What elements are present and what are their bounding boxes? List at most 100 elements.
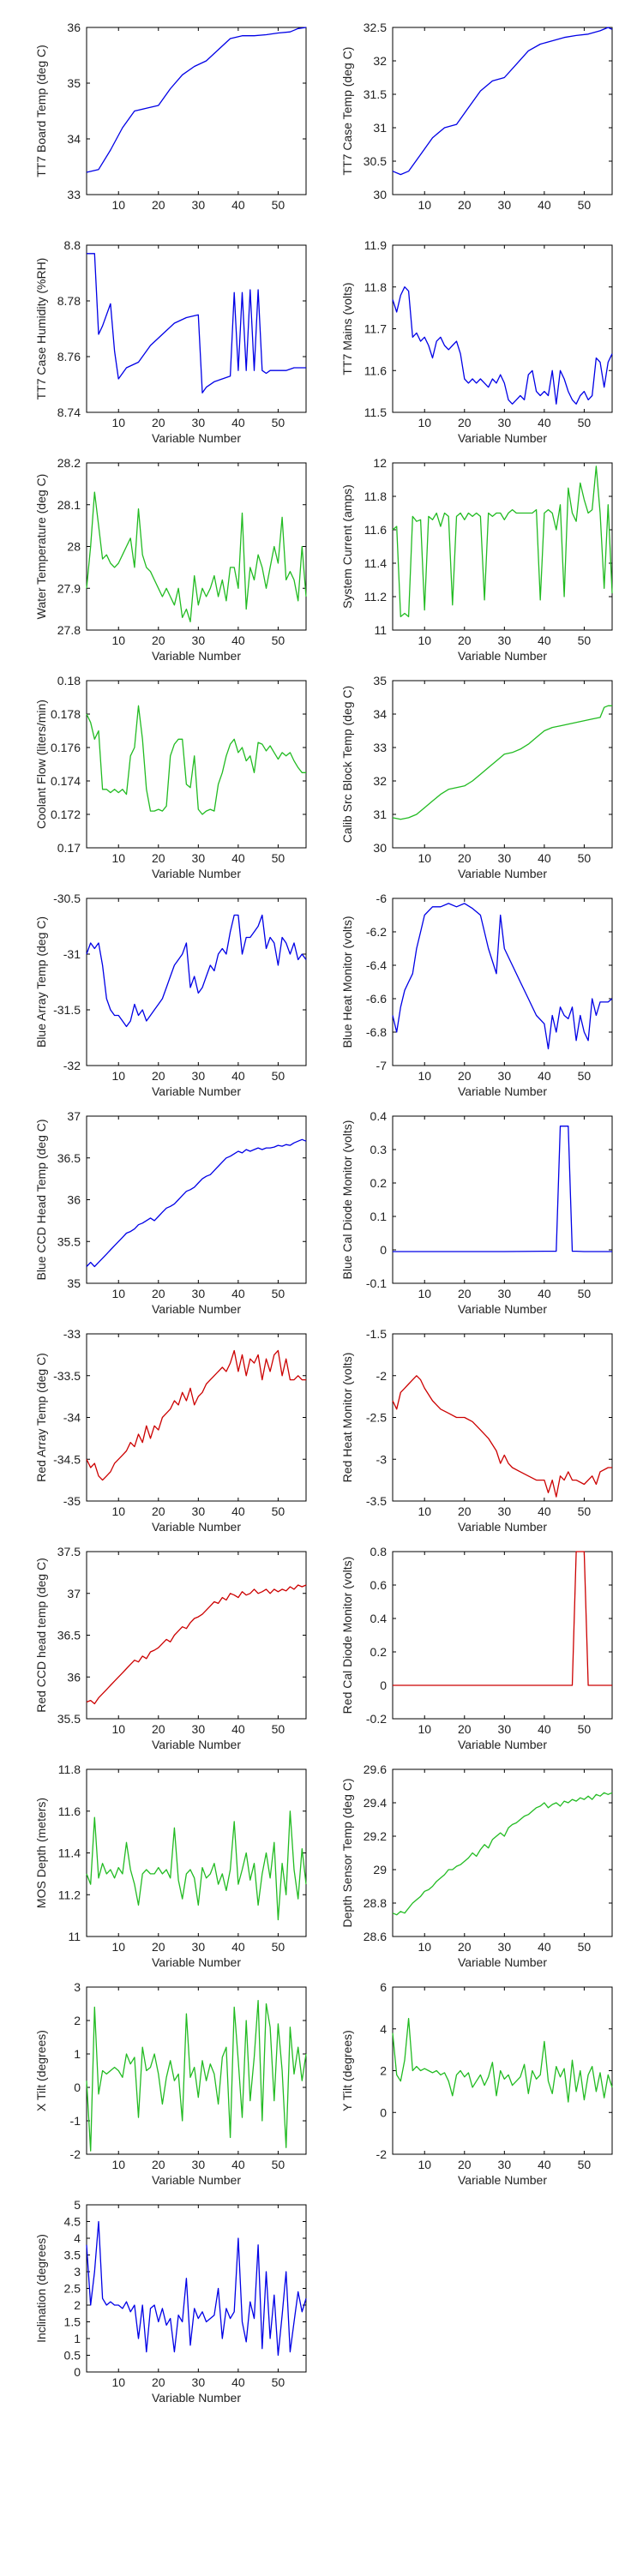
y-tick-label: 11.6	[364, 523, 387, 537]
series-line	[392, 1792, 613, 1916]
x-tick-label: 40	[231, 416, 245, 429]
plot-frame	[86, 244, 307, 413]
x-tick-label: 10	[418, 633, 431, 647]
y-tick-label: 1.5	[64, 2315, 81, 2329]
y-tick-label: 36	[67, 21, 81, 34]
x-axis-label: Variable Number	[458, 2173, 547, 2187]
x-tick-label: 30	[498, 198, 512, 212]
y-tick-label: 0	[380, 2105, 387, 2119]
y-axis-label: MOS Depth (meters)	[34, 1798, 48, 1908]
y-axis-label: TT7 Case Temp (deg C)	[340, 47, 354, 176]
y-tick-label: 34	[67, 132, 81, 146]
x-tick-label: 10	[418, 1940, 431, 1954]
chart-16: 10 20 30 40 50 -0.2 0 0.2 0.4 0.6 0.8 Red Cal Diode…	[340, 1545, 613, 1751]
y-tick-label: -3.5	[366, 1494, 387, 1508]
series-line	[392, 903, 613, 1050]
y-tick-label: 32	[373, 774, 387, 788]
x-tick-label: 10	[418, 851, 431, 865]
y-tick-label: 0.176	[51, 741, 81, 754]
x-tick-label: 30	[192, 633, 206, 647]
x-tick-label: 40	[231, 2158, 245, 2171]
x-tick-label: 30	[192, 851, 206, 865]
y-tick-label: -2	[376, 1369, 388, 1383]
chart-3: 10 20 30 40 50 8.74 8.76 8.78 8.8 TT7 Case Humidi…	[34, 238, 307, 445]
y-tick-label: -1.5	[366, 1327, 387, 1341]
plot-frame	[86, 1986, 307, 2155]
x-tick-label: 10	[418, 198, 431, 212]
x-tick-label: 20	[458, 2158, 472, 2171]
x-tick-label: 20	[458, 1504, 472, 1518]
x-tick-label: 30	[192, 2158, 206, 2171]
y-axis-label: Red CCD head temp (deg C)	[34, 1558, 48, 1713]
y-tick-label: 11.8	[364, 489, 387, 503]
x-tick-label: 10	[111, 1722, 125, 1736]
y-tick-label: -2	[70, 2147, 81, 2161]
x-axis-label: Variable Number	[152, 1084, 241, 1098]
y-tick-label: 0.2	[370, 1645, 388, 1659]
y-tick-label: 32	[373, 54, 387, 68]
x-tick-label: 20	[458, 416, 472, 429]
x-axis-label: Variable Number	[152, 867, 241, 880]
y-tick-label: 11.2	[364, 590, 387, 603]
x-tick-label: 10	[111, 1287, 125, 1300]
y-tick-label: 0	[380, 1243, 387, 1257]
chart-7: 10 20 30 40 50 0.17 0.172 0.174 0.176 0.178 0.18 Co…	[34, 674, 307, 880]
x-tick-label: 30	[498, 633, 512, 647]
y-tick-label: 0.1	[370, 1210, 388, 1223]
y-tick-label: 12	[373, 456, 387, 470]
y-axis-label: System Current (amps)	[340, 484, 354, 609]
x-tick-label: 30	[192, 416, 206, 429]
x-axis-label: Variable Number	[458, 1520, 547, 1534]
x-axis-label: Variable Number	[458, 649, 547, 663]
x-tick-label: 50	[578, 1940, 592, 1954]
y-tick-label: 11.7	[364, 322, 387, 336]
x-tick-label: 50	[578, 1069, 592, 1083]
x-tick-label: 40	[538, 1069, 551, 1083]
chart-11: 10 20 30 40 50 35 35.5 36 36.5 37 Blue CCD Head Te…	[34, 1109, 307, 1316]
chart-10: 10 20 30 40 50 -7 -6.8 -6.6 -6.4 -6.2 -6 Blue Heat …	[340, 892, 613, 1098]
y-tick-label: 11.6	[58, 1804, 81, 1818]
y-tick-label: 36	[67, 1670, 81, 1684]
x-tick-label: 10	[111, 1940, 125, 1954]
x-axis-label: Variable Number	[152, 431, 241, 445]
y-tick-label: -34	[63, 1411, 81, 1425]
x-tick-label: 50	[578, 198, 592, 212]
chart-21: 10 20 30 40 50 0 0.5 1 1.5 2 2.5 3 3.5 4 4.5 5 Inclinati…	[34, 2198, 307, 2405]
y-tick-label: -2.5	[366, 1411, 387, 1425]
y-axis-label: Red Heat Monitor (volts)	[340, 1353, 354, 1483]
y-tick-label: 4	[380, 2022, 387, 2036]
x-tick-label: 50	[272, 1722, 285, 1736]
y-axis-label: Depth Sensor Temp (deg C)	[340, 1778, 354, 1927]
chart-18: 10 20 30 40 50 28.6 28.8 29 29.2 29.4 29.6 Depth Se…	[340, 1762, 613, 1969]
x-tick-label: 30	[192, 2375, 206, 2389]
plot-frame	[392, 462, 613, 631]
y-tick-label: 37	[67, 1109, 81, 1123]
x-tick-label: 30	[498, 416, 512, 429]
y-tick-label: 0	[380, 1678, 387, 1692]
plot-frame	[86, 1115, 307, 1284]
y-axis-label: TT7 Case Humidity (%RH)	[34, 258, 48, 400]
y-axis-label: TT7 Mains (volts)	[340, 282, 354, 375]
x-tick-label: 50	[578, 1504, 592, 1518]
x-tick-label: 40	[231, 198, 245, 212]
x-tick-label: 30	[192, 1940, 206, 1954]
y-tick-label: 36.5	[57, 1629, 81, 1642]
y-axis-label: Blue Heat Monitor (volts)	[340, 916, 354, 1048]
chart-13: 10 20 30 40 50 -35 -34.5 -34 -33.5 -33 Red Array T…	[34, 1327, 307, 1534]
series-line	[86, 1349, 306, 1481]
y-tick-label: 29.4	[364, 1796, 387, 1810]
series-line	[392, 2017, 613, 2103]
x-tick-label: 50	[578, 633, 592, 647]
x-tick-label: 40	[538, 1287, 551, 1300]
y-axis-label: Inclination (degrees)	[34, 2234, 48, 2343]
x-tick-label: 40	[538, 198, 551, 212]
x-axis-label: Variable Number	[152, 2173, 241, 2187]
x-tick-label: 30	[192, 198, 206, 212]
x-tick-label: 30	[498, 1940, 512, 1954]
x-tick-label: 20	[152, 1069, 165, 1083]
chart-15: 10 20 30 40 50 35.5 36 36.5 37 37.5 Red CCD head t…	[34, 1545, 307, 1751]
series-line	[392, 705, 612, 820]
x-tick-label: 40	[231, 1069, 245, 1083]
y-tick-label: 35.5	[57, 1234, 81, 1248]
x-tick-label: 10	[418, 1287, 431, 1300]
